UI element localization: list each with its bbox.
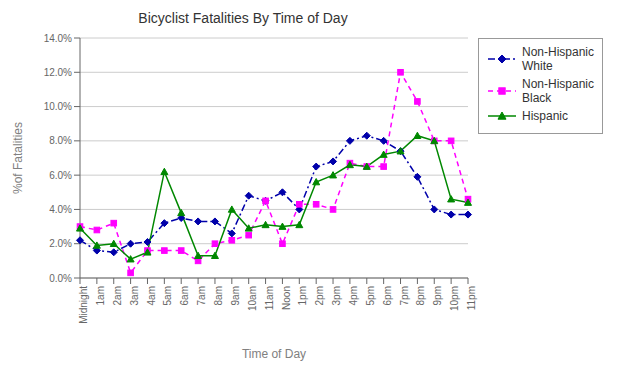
svg-text:4.0%: 4.0% xyxy=(49,204,72,215)
svg-text:10.0%: 10.0% xyxy=(44,101,72,112)
svg-text:Noon: Noon xyxy=(281,286,292,310)
svg-text:7pm: 7pm xyxy=(399,286,410,305)
svg-text:8am: 8am xyxy=(213,286,224,305)
svg-text:2pm: 2pm xyxy=(314,286,325,305)
svg-text:1am: 1am xyxy=(95,286,106,305)
svg-text:7am: 7am xyxy=(196,286,207,305)
svg-text:0.0%: 0.0% xyxy=(49,273,72,284)
svg-text:8pm: 8pm xyxy=(415,286,426,305)
svg-text:2.0%: 2.0% xyxy=(49,238,72,249)
svg-text:11am: 11am xyxy=(264,286,275,310)
svg-text:4am: 4am xyxy=(146,286,157,305)
svg-text:1pm: 1pm xyxy=(297,286,308,305)
svg-text:14.0%: 14.0% xyxy=(44,33,72,44)
svg-text:6am: 6am xyxy=(179,286,190,305)
svg-text:Time of Day: Time of Day xyxy=(242,347,306,361)
svg-text:6.0%: 6.0% xyxy=(49,170,72,181)
html-text:Bicyclist Fatalities By Time o: Bicyclist Fatalities By Time of Day xyxy=(138,10,348,26)
svg-text:2am: 2am xyxy=(112,286,123,305)
svg-text:5am: 5am xyxy=(162,286,173,305)
svg-text:9pm: 9pm xyxy=(432,286,443,305)
svg-text:4pm: 4pm xyxy=(348,286,359,305)
svg-text:5pm: 5pm xyxy=(365,286,376,305)
svg-text:8.0%: 8.0% xyxy=(49,135,72,146)
svg-text:%of Fatalities: %of Fatalities xyxy=(11,122,25,194)
svg-text:9am: 9am xyxy=(230,286,241,305)
html-text:Non-Hispanic White: Non-Hispanic White xyxy=(522,45,594,73)
svg-text:3pm: 3pm xyxy=(331,286,342,305)
svg-text:6pm: 6pm xyxy=(382,286,393,305)
svg-text:11pm: 11pm xyxy=(466,286,477,310)
html-text:Non-Hispanic Black: Non-Hispanic Black xyxy=(522,77,594,105)
svg-text:10am: 10am xyxy=(247,286,258,311)
html-text:Hispanic: Hispanic xyxy=(522,109,568,123)
svg-text:3am: 3am xyxy=(129,286,140,305)
svg-text:10pm: 10pm xyxy=(449,286,460,311)
svg-text:Midnight: Midnight xyxy=(78,286,89,324)
svg-text:12.0%: 12.0% xyxy=(44,67,72,78)
